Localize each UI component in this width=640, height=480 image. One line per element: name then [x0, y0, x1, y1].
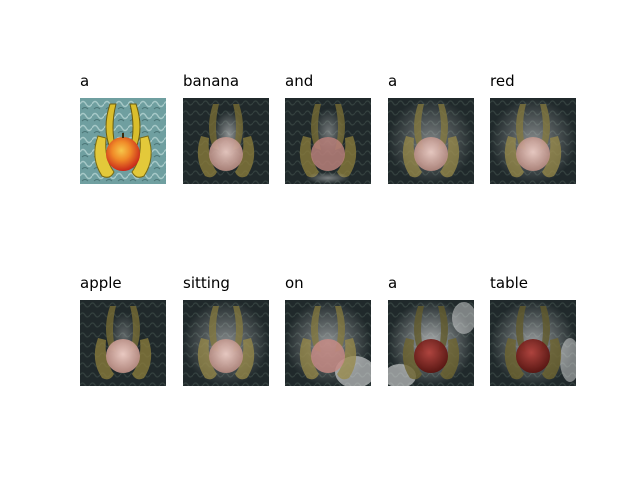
panel-word-1: a: [80, 72, 90, 90]
original-image: [80, 98, 166, 184]
attention-map-image: [183, 98, 269, 184]
attention-map-image: [388, 300, 474, 386]
attention-map-image: [388, 98, 474, 184]
attention-map-image: [285, 300, 371, 386]
attention-map-image: [490, 98, 576, 184]
attention-map-image: [285, 98, 371, 184]
panel-word-2: banana: [183, 72, 240, 90]
panel-word-6: apple: [80, 274, 122, 292]
panel-word-7: sitting: [183, 274, 230, 292]
panel-word-3: and: [285, 72, 314, 90]
panel-word-9: a: [388, 274, 398, 292]
panel-word-10: table: [490, 274, 528, 292]
panel-word-8: on: [285, 274, 304, 292]
attention-map-image: [80, 300, 166, 386]
attention-map-image: [490, 300, 576, 386]
attention-map-image: [183, 300, 269, 386]
panel-word-5: red: [490, 72, 515, 90]
panel-word-4: a: [388, 72, 398, 90]
